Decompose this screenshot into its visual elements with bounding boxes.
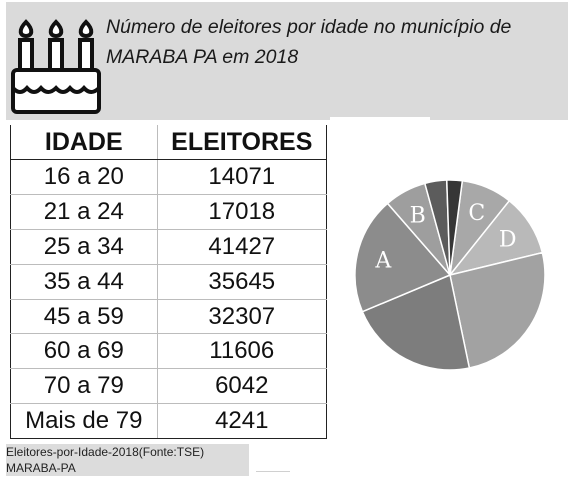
chart-title: Número de eleitores por idade no municíp…: [106, 16, 512, 68]
voters-table: IDADE ELEITORES 16 a 20 14071 21 a 24 1701…: [10, 125, 328, 440]
age-cell: 35 a 44: [10, 264, 158, 300]
slice-label: D: [499, 227, 517, 252]
table-row: 25 a 34 41427: [10, 229, 328, 265]
source-line: Eleitores-por-Idade-2018(Fonte:TSE): [6, 445, 205, 459]
source-note: Eleitores-por-Idade-2018(Fonte:TSE) MARA…: [6, 444, 249, 476]
voters-cell: 35645: [157, 264, 328, 300]
pie-slice-8: [445, 179, 464, 276]
slice-label: C: [468, 201, 485, 226]
column-header-voters: ELEITORES: [157, 125, 328, 160]
voters-cell: 14071: [157, 159, 328, 195]
voters-cell: 11606: [157, 333, 328, 370]
voters-cell: 4241: [157, 403, 328, 440]
age-cell: 60 a 69: [10, 333, 158, 370]
pie-slice-5: [354, 202, 452, 313]
birthday-cake-icon: [11, 19, 101, 114]
table-row: 45 a 59 32307: [10, 299, 328, 335]
voters-cell: 41427: [157, 229, 328, 265]
age-cell: 70 a 79: [10, 368, 158, 405]
table-header-row: IDADE ELEITORES: [10, 125, 328, 160]
table-row: 16 a 20 14071: [10, 159, 328, 195]
slice-label: B: [410, 204, 426, 229]
age-cell: 45 a 59: [10, 299, 158, 335]
table-row: 60 a 69 11606: [10, 333, 328, 370]
age-cell: 25 a 34: [10, 229, 158, 265]
age-cell: 21 a 24: [10, 194, 158, 230]
table-row: 21 a 24 17018: [10, 194, 328, 230]
table-row: 35 a 44 35645: [10, 264, 328, 300]
slice-label: A: [374, 249, 392, 274]
pie-slice-4: [361, 273, 471, 371]
age-cell: Mais de 79: [10, 403, 158, 440]
banner-gap: [330, 117, 430, 120]
location-line: MARABA-PA: [6, 461, 76, 475]
voters-cell: 6042: [157, 368, 328, 405]
pie-slice-3: [449, 251, 546, 369]
column-header-age: IDADE: [10, 125, 158, 160]
voters-cell: 32307: [157, 299, 328, 335]
table-row: 70 a 79 6042: [10, 368, 328, 405]
table-row: Mais de 79 4241: [10, 403, 328, 440]
footer-divider: [256, 471, 290, 472]
pie-chart: CD AB: [354, 179, 546, 371]
voters-cell: 17018: [157, 194, 328, 230]
age-cell: 16 a 20: [10, 159, 158, 195]
